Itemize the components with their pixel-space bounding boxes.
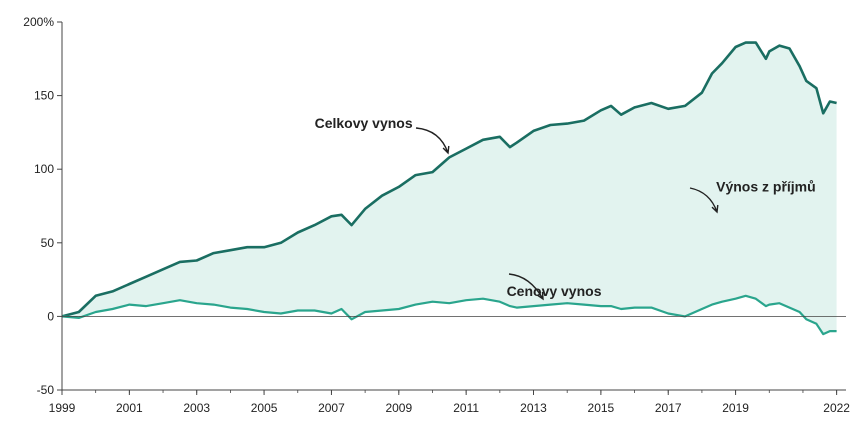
x-tick-label: 2001 (116, 401, 143, 415)
series-line-price-return (61, 294, 837, 336)
y-tick-label: 50 (41, 236, 55, 250)
series-line-total-return (61, 41, 837, 318)
annotation-arrow-total-return (415, 127, 450, 155)
y-tick-label: 100 (34, 162, 54, 176)
annotation-total-return: Celkovy vynos (315, 115, 413, 131)
x-tick-label: 2015 (588, 401, 615, 415)
annotation-arrow-income-return (689, 187, 719, 214)
x-tick-label: 2022 (823, 401, 850, 415)
y-tick-label: -50 (37, 383, 55, 397)
x-tick-label: 1999 (49, 401, 76, 415)
x-tick-label: 2013 (520, 401, 547, 415)
x-tick-label: 2005 (251, 401, 278, 415)
y-tick-label: 0 (47, 309, 54, 323)
x-tick-label: 2003 (183, 401, 210, 415)
income-return-area (62, 42, 837, 335)
y-tick-label: 200% (23, 15, 54, 29)
x-ticks: 1999 2001 2003 2005 2007 2009 2011 2013 2015 2017… (49, 390, 850, 415)
x-tick-label: 2007 (318, 401, 345, 415)
y-tick-label: 150 (34, 89, 54, 103)
annotation-income-return: Výnos z příjmů (716, 178, 816, 194)
x-tick-label: 2019 (722, 401, 749, 415)
x-tick-label: 2017 (655, 401, 682, 415)
annotation-arrow-price-return (508, 273, 544, 301)
annotation-price-return: Cenovy vynos (507, 283, 602, 299)
x-tick-label: 2009 (385, 401, 412, 415)
x-tick-label: 2011 (453, 401, 479, 415)
y-ticks: -50 0 50 100 150 200% (23, 15, 62, 397)
